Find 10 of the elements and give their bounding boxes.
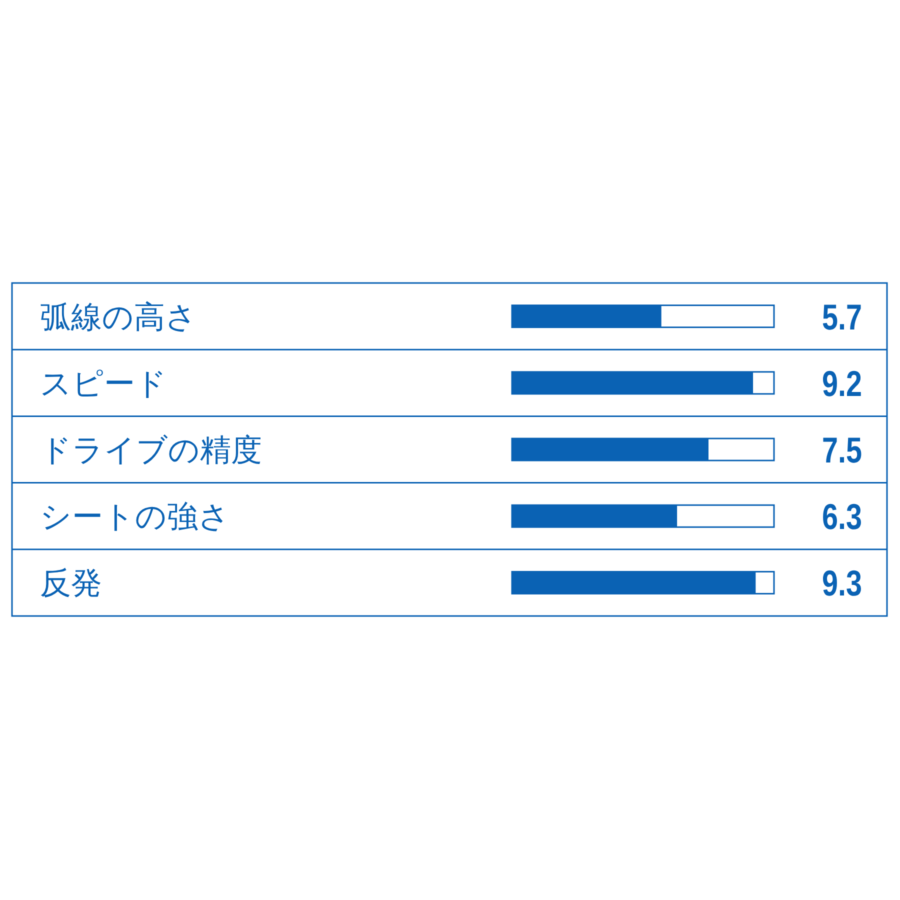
data-label: 5.7 bbox=[822, 296, 862, 338]
data-label: 9.2 bbox=[822, 362, 862, 404]
y-tick-label: シートの強さ bbox=[40, 499, 230, 536]
y-tick-label: スピード bbox=[40, 366, 167, 402]
data-label: 7.5 bbox=[822, 429, 862, 470]
data-label: 9.3 bbox=[822, 562, 862, 604]
y-tick-label: 反発 bbox=[40, 566, 102, 602]
y-tick-label: ドライブの精度 bbox=[40, 432, 262, 468]
data-label: 6.3 bbox=[822, 496, 862, 537]
y-tick-label: 弧線の高さ bbox=[40, 299, 197, 336]
